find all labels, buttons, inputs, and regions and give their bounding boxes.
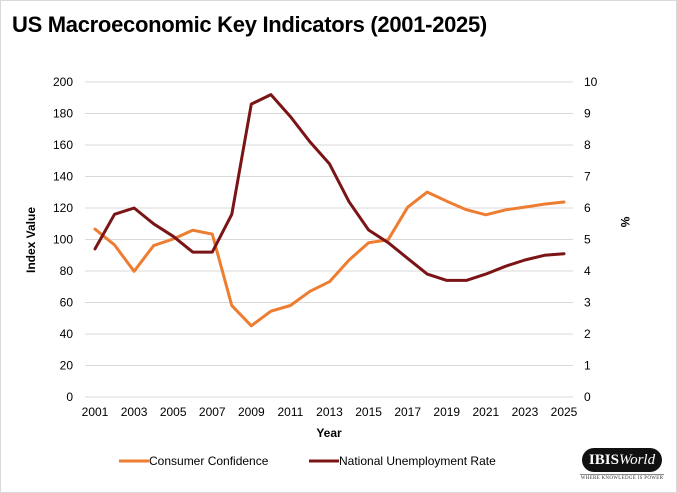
legend-item: National Unemployment Rate xyxy=(309,454,496,468)
x-axis-label: Year xyxy=(316,426,342,440)
y2-tick-label: 2 xyxy=(584,327,591,341)
series-lines xyxy=(93,93,566,328)
y2-tick-label: 8 xyxy=(584,138,591,152)
y2-tick-label: 0 xyxy=(584,390,591,404)
x-tick-label: 2009 xyxy=(238,405,265,419)
x-tick-label: 2007 xyxy=(199,405,226,419)
gridlines xyxy=(85,81,573,398)
y-tick-label: 80 xyxy=(60,264,74,278)
y-tick-label: 20 xyxy=(60,359,74,373)
ibisworld-logo: IBISWorld WHERE KNOWLEDGE IS POWER xyxy=(580,448,664,484)
y2-tick-label: 4 xyxy=(584,264,591,278)
y2-tick-label: 3 xyxy=(584,296,591,310)
chart-title: US Macroeconomic Key Indicators (2001-20… xyxy=(12,12,487,37)
x-tick-label: 2015 xyxy=(355,405,382,419)
logo-tagline: WHERE KNOWLEDGE IS POWER xyxy=(580,474,664,481)
y-axis-label: Index Value xyxy=(24,207,38,273)
x-tick-label: 2019 xyxy=(433,405,460,419)
y2-tick-label: 9 xyxy=(584,107,591,121)
y-tick-label: 140 xyxy=(53,170,73,184)
legend: Consumer Confidence National Unemployment… xyxy=(119,454,496,468)
y-axis-left-ticks: 0 20 40 60 80 100 120 140 160 180 200 xyxy=(53,75,73,404)
y-tick-label: 60 xyxy=(60,296,74,310)
y-tick-label: 0 xyxy=(66,390,73,404)
y2-tick-label: 6 xyxy=(584,201,591,215)
legend-label: National Unemployment Rate xyxy=(339,454,496,468)
y-tick-label: 200 xyxy=(53,75,73,89)
x-tick-label: 2023 xyxy=(512,405,539,419)
x-tick-label: 2003 xyxy=(121,405,148,419)
y-tick-label: 120 xyxy=(53,201,73,215)
series-line-consumer-confidence xyxy=(93,190,566,328)
y2-axis-label: % xyxy=(618,217,632,228)
x-tick-label: 2013 xyxy=(316,405,343,419)
x-tick-label: 2011 xyxy=(278,405,304,419)
x-tick-label: 2017 xyxy=(394,405,421,419)
x-tick-label: 2001 xyxy=(82,405,109,419)
y2-tick-label: 5 xyxy=(584,233,591,247)
legend-label: Consumer Confidence xyxy=(149,454,269,468)
x-axis-ticks: 2001 2003 2005 2007 2009 2011 2013 2015 2017 2019… xyxy=(82,405,578,419)
logo-wordmark: IBISWorld xyxy=(582,448,662,472)
y2-tick-label: 1 xyxy=(584,359,591,373)
series-line-national-unemployment-rate xyxy=(93,93,566,282)
y2-tick-label: 7 xyxy=(584,170,591,184)
legend-item: Consumer Confidence xyxy=(119,454,269,468)
x-tick-label: 2021 xyxy=(472,405,499,419)
y-tick-label: 180 xyxy=(53,107,73,121)
y-tick-label: 160 xyxy=(53,138,73,152)
x-tick-label: 2025 xyxy=(551,405,578,419)
x-tick-label: 2005 xyxy=(160,405,187,419)
y-tick-label: 40 xyxy=(60,327,74,341)
y-tick-label: 100 xyxy=(53,233,73,247)
y-axis-right-ticks: 0 1 2 3 4 5 6 7 8 9 10 xyxy=(584,75,598,404)
y2-tick-label: 10 xyxy=(584,75,598,89)
